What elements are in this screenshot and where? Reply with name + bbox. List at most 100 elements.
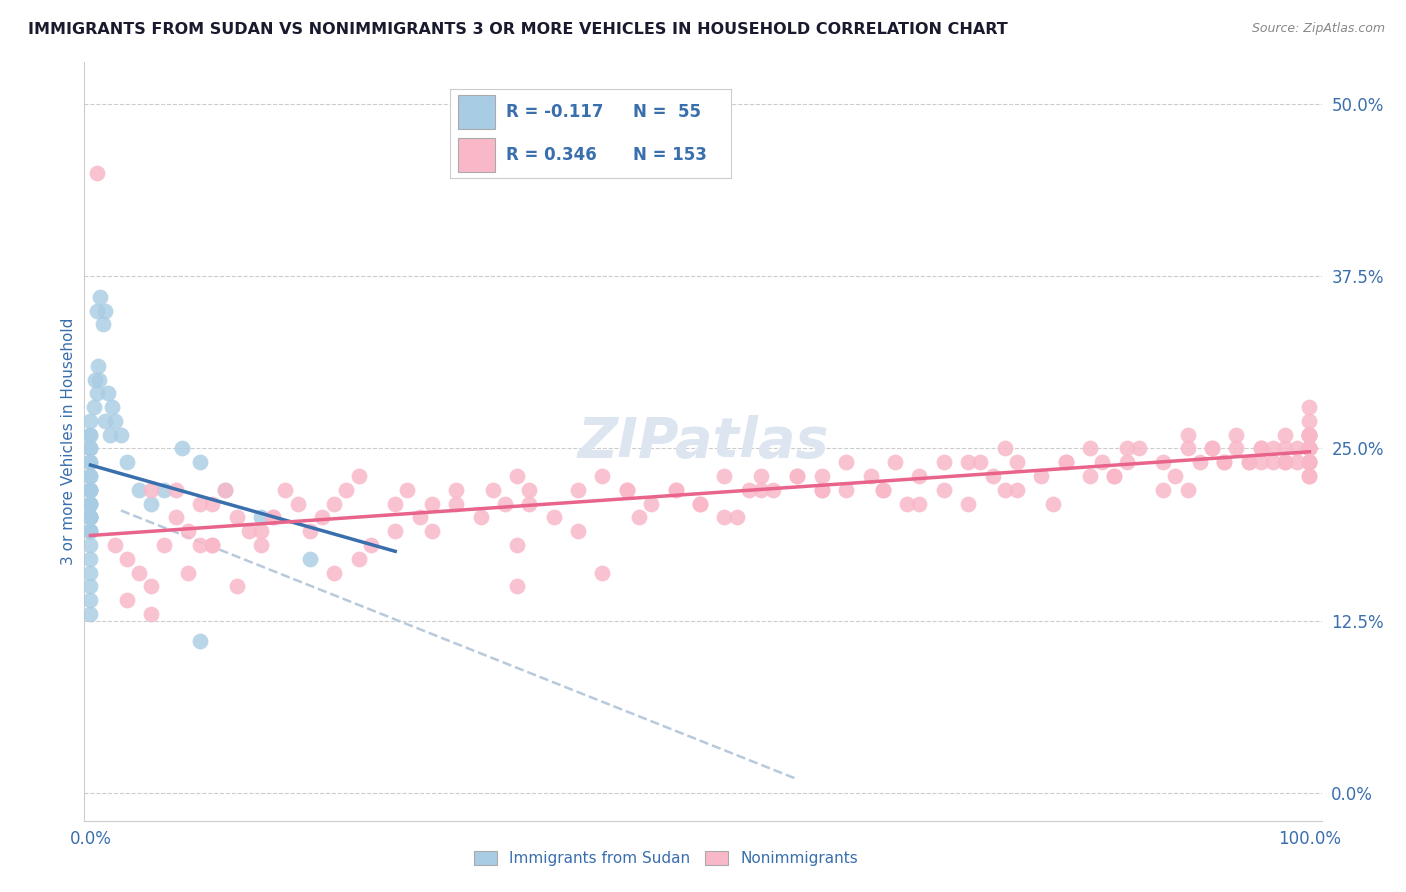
Point xyxy=(79,510,101,524)
Point xyxy=(811,483,834,497)
Point xyxy=(298,524,321,538)
Point xyxy=(188,538,211,552)
Point xyxy=(98,427,121,442)
Point xyxy=(250,510,273,524)
Text: Source: ZipAtlas.com: Source: ZipAtlas.com xyxy=(1251,22,1385,36)
Point xyxy=(79,524,101,538)
Point xyxy=(79,510,101,524)
Point xyxy=(79,593,101,607)
Point xyxy=(79,538,101,552)
Point xyxy=(1298,427,1320,442)
Point xyxy=(104,538,127,552)
Point xyxy=(1298,455,1320,469)
Point xyxy=(1298,427,1320,442)
Point xyxy=(1298,427,1320,442)
Point xyxy=(188,634,211,648)
Point xyxy=(1115,455,1137,469)
Point xyxy=(360,538,382,552)
Point xyxy=(201,497,224,511)
Point xyxy=(786,469,808,483)
Point xyxy=(165,483,187,497)
Point xyxy=(1115,442,1137,456)
Point xyxy=(128,483,150,497)
Point xyxy=(872,483,894,497)
Point xyxy=(494,497,516,511)
Point xyxy=(1042,497,1064,511)
Point xyxy=(1237,455,1260,469)
Point xyxy=(1298,414,1320,428)
Point xyxy=(94,303,117,318)
Point xyxy=(104,414,127,428)
Point xyxy=(384,524,406,538)
Point xyxy=(152,483,174,497)
Legend: Immigrants from Sudan, Nonimmigrants: Immigrants from Sudan, Nonimmigrants xyxy=(474,851,858,866)
Point xyxy=(96,386,118,401)
Point xyxy=(957,455,980,469)
Point xyxy=(79,469,101,483)
Point xyxy=(1298,442,1320,456)
Point xyxy=(86,303,108,318)
Point xyxy=(506,469,529,483)
Point xyxy=(835,455,858,469)
Point xyxy=(225,579,247,593)
Point xyxy=(567,483,589,497)
Point xyxy=(616,483,638,497)
Point xyxy=(396,483,419,497)
Point xyxy=(177,524,200,538)
Point xyxy=(238,524,260,538)
Point xyxy=(201,538,224,552)
Point xyxy=(335,483,357,497)
Point xyxy=(591,566,613,580)
Text: N =  55: N = 55 xyxy=(633,103,700,121)
Point xyxy=(664,483,686,497)
Point xyxy=(420,524,443,538)
Point xyxy=(1213,455,1236,469)
Point xyxy=(165,510,187,524)
Point xyxy=(115,593,138,607)
Point xyxy=(1298,442,1320,456)
Point xyxy=(79,510,101,524)
Point xyxy=(811,483,834,497)
Point xyxy=(79,483,101,497)
Point xyxy=(79,455,101,469)
Point xyxy=(323,566,346,580)
Point xyxy=(79,497,101,511)
Point xyxy=(1201,442,1223,456)
Point xyxy=(214,483,236,497)
Point xyxy=(79,427,101,442)
Point xyxy=(872,483,894,497)
Point xyxy=(786,469,808,483)
Point xyxy=(1274,455,1296,469)
Point xyxy=(908,497,931,511)
Point xyxy=(1177,427,1199,442)
Point xyxy=(79,427,101,442)
Point xyxy=(567,524,589,538)
Point xyxy=(201,538,224,552)
Point xyxy=(1298,442,1320,456)
Point xyxy=(1250,442,1272,456)
Point xyxy=(1286,442,1309,456)
Point xyxy=(89,290,111,304)
Point xyxy=(115,455,138,469)
Point xyxy=(79,483,101,497)
Point xyxy=(1298,455,1320,469)
Point xyxy=(311,510,333,524)
Point xyxy=(1152,455,1174,469)
Point xyxy=(101,400,124,414)
Point xyxy=(262,510,284,524)
Point xyxy=(87,359,110,373)
Text: ZIPatlas: ZIPatlas xyxy=(578,415,828,468)
Point xyxy=(1078,442,1101,456)
Point xyxy=(1152,483,1174,497)
Text: R = -0.117: R = -0.117 xyxy=(506,103,603,121)
Point xyxy=(1274,427,1296,442)
Point xyxy=(177,566,200,580)
Point xyxy=(214,483,236,497)
FancyBboxPatch shape xyxy=(458,138,495,172)
Point xyxy=(517,497,540,511)
Point xyxy=(762,483,785,497)
Point xyxy=(115,551,138,566)
Point xyxy=(250,524,273,538)
Text: R = 0.346: R = 0.346 xyxy=(506,146,598,164)
Point xyxy=(1298,442,1320,456)
